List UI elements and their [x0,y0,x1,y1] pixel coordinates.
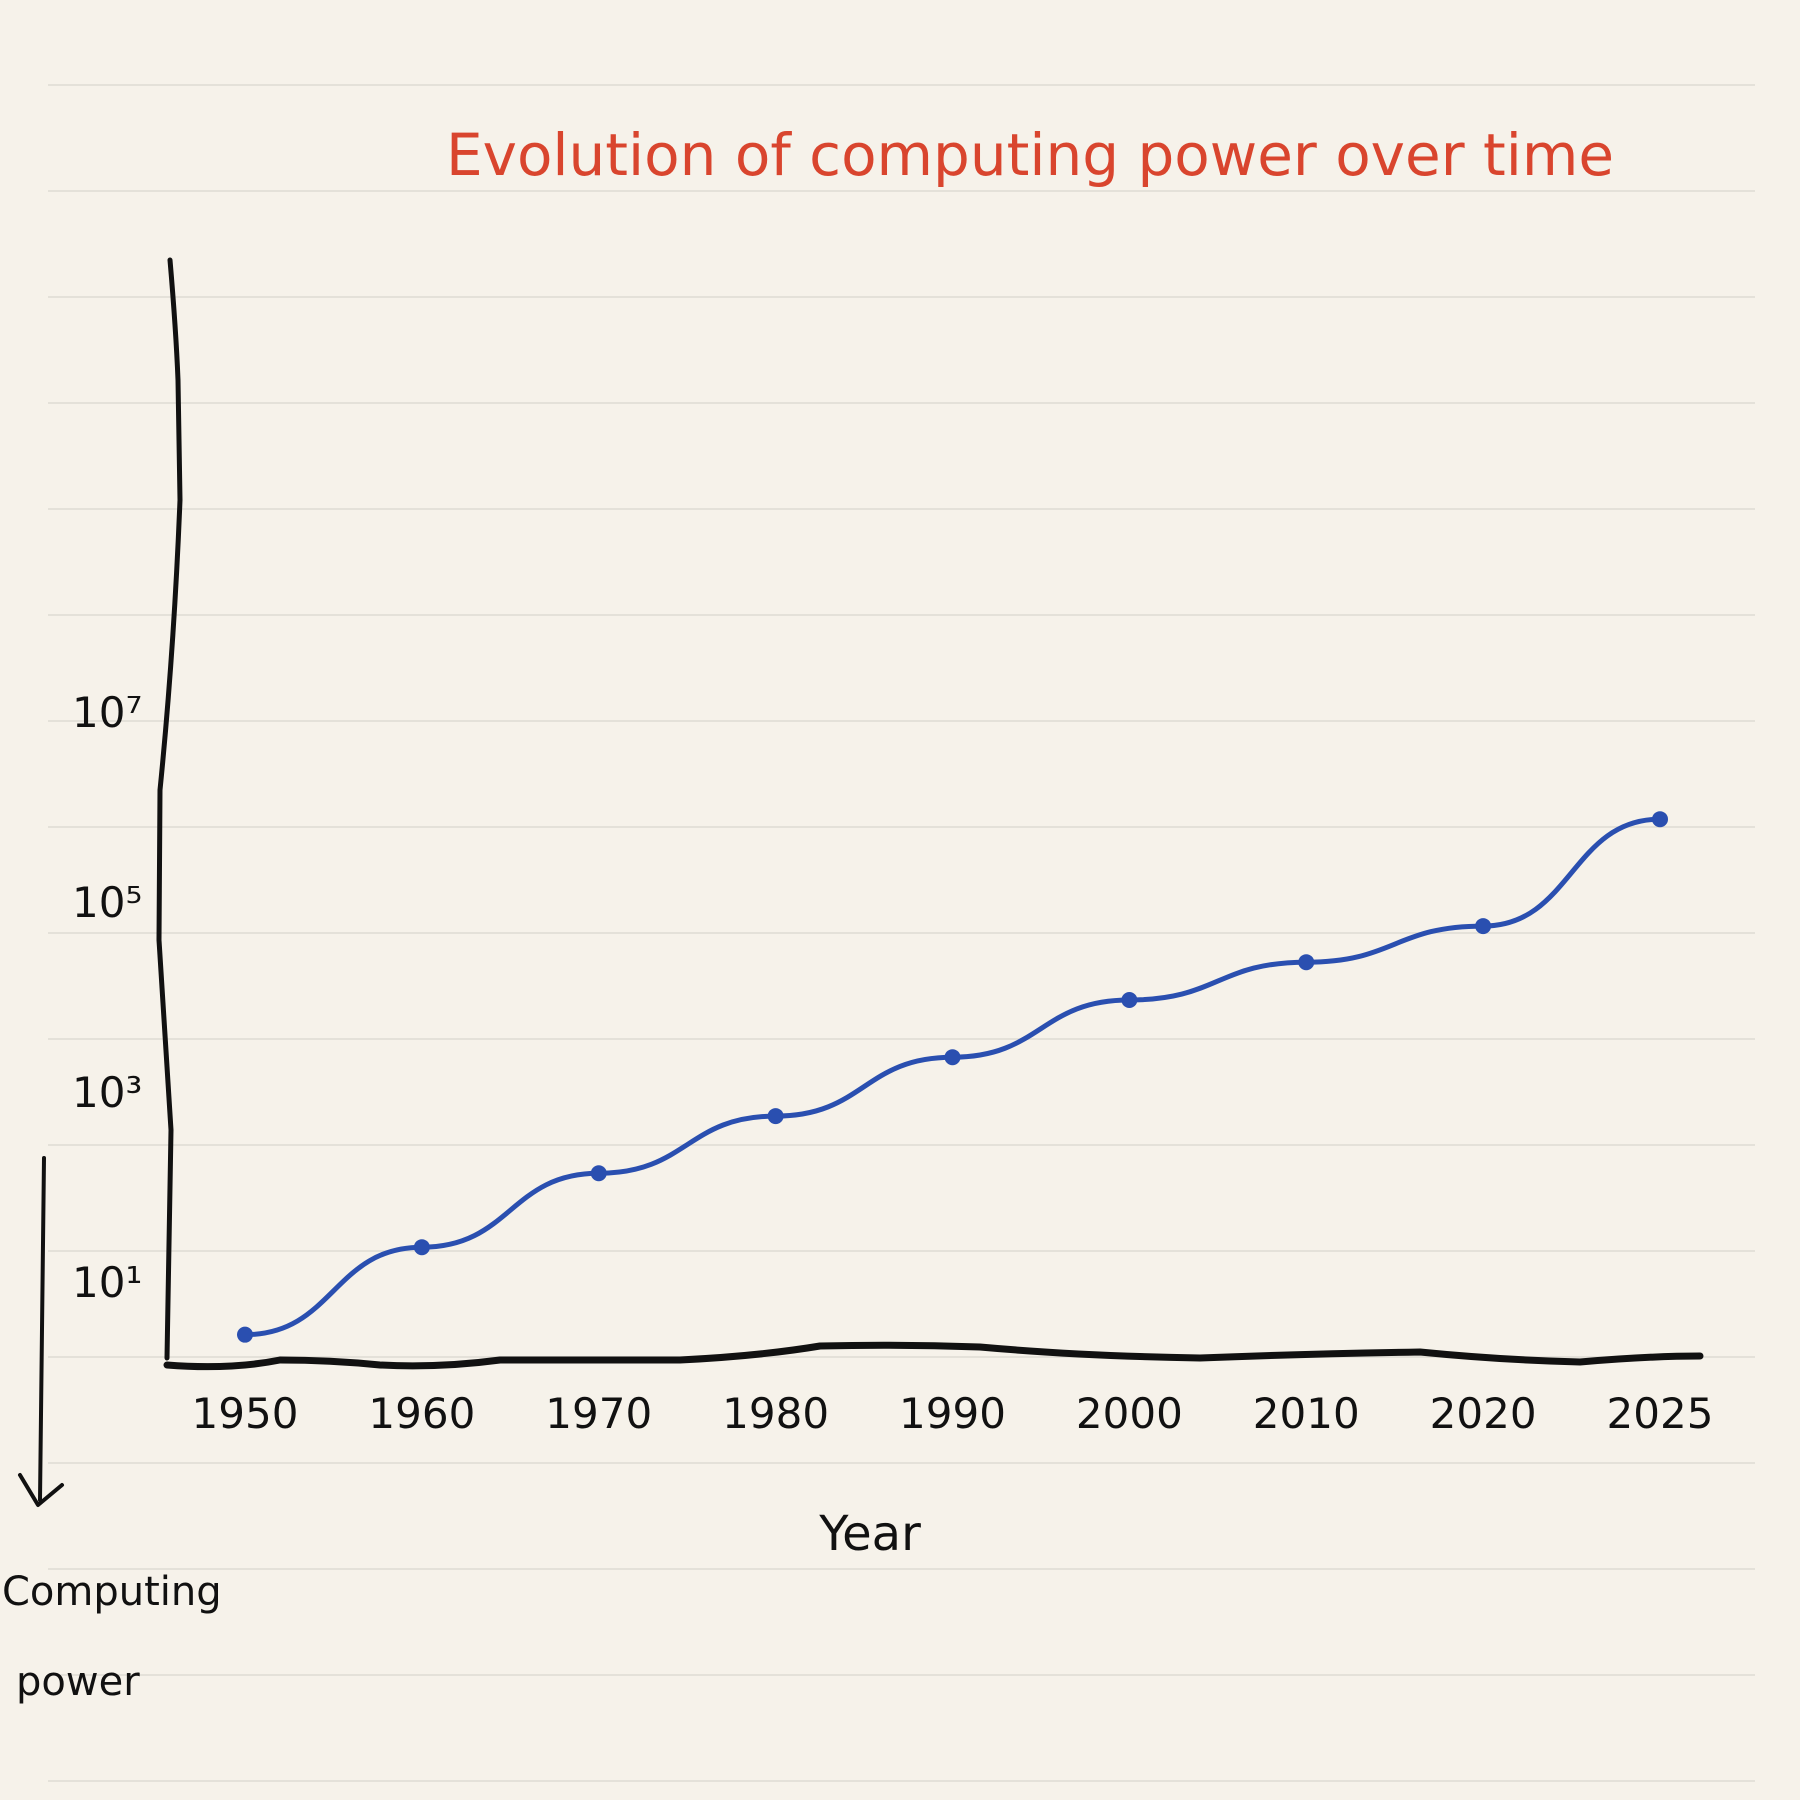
x-tick-label: 2020 [1430,1389,1537,1438]
x-axis-label: Year [818,1506,921,1562]
x-tick-label: 1950 [192,1389,299,1438]
data-point [590,1165,607,1182]
y-axis-label-line: Computing [2,1569,222,1615]
y-tick-label: 10⁷ [72,688,142,737]
y-axis-line [156,257,183,1361]
y-tick-label: 10¹ [72,1258,142,1307]
x-tick-label: 1980 [722,1389,829,1438]
data-point [237,1326,253,1343]
x-tick-label: 2025 [1607,1389,1714,1438]
series-points [237,811,1668,1343]
data-point [1298,954,1315,971]
data-point [1475,918,1492,935]
x-tick-label: 2000 [1076,1389,1183,1438]
data-point [944,1049,961,1066]
y-axis-label-arrow [18,1156,64,1507]
x-axis-line [163,1341,1704,1371]
data-point [767,1108,784,1125]
data-point [413,1239,430,1256]
y-tick-labels: 10¹ 10³ 10⁵ 10⁷ [72,688,142,1307]
data-point [1121,992,1138,1008]
y-axis-label: Computing power [2,1569,222,1705]
data-point [1652,811,1668,828]
x-tick-labels: 1950 1960 1970 1980 1990 2000 2010 2020 2025 [192,1389,1714,1438]
x-tick-label: 1960 [368,1389,475,1438]
y-tick-label: 10⁵ [72,878,142,927]
x-tick-label: 1990 [899,1389,1006,1438]
x-tick-label: 1970 [545,1389,652,1438]
y-tick-label: 10³ [72,1068,142,1117]
x-tick-label: 2010 [1253,1389,1360,1438]
chart-title: Evolution of computing power over time [446,121,1614,189]
y-axis-label-line: power [16,1659,140,1705]
series-line [242,816,1663,1338]
